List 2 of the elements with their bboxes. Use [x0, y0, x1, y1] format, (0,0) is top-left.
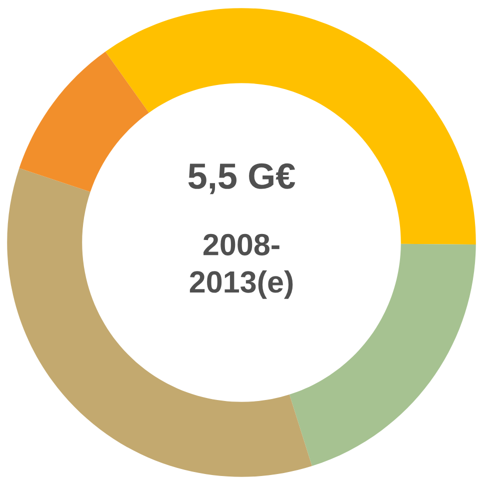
- text: 2008- 2013(e): [190, 234, 293, 299]
- text: 5,5 G€: [188, 163, 296, 194]
